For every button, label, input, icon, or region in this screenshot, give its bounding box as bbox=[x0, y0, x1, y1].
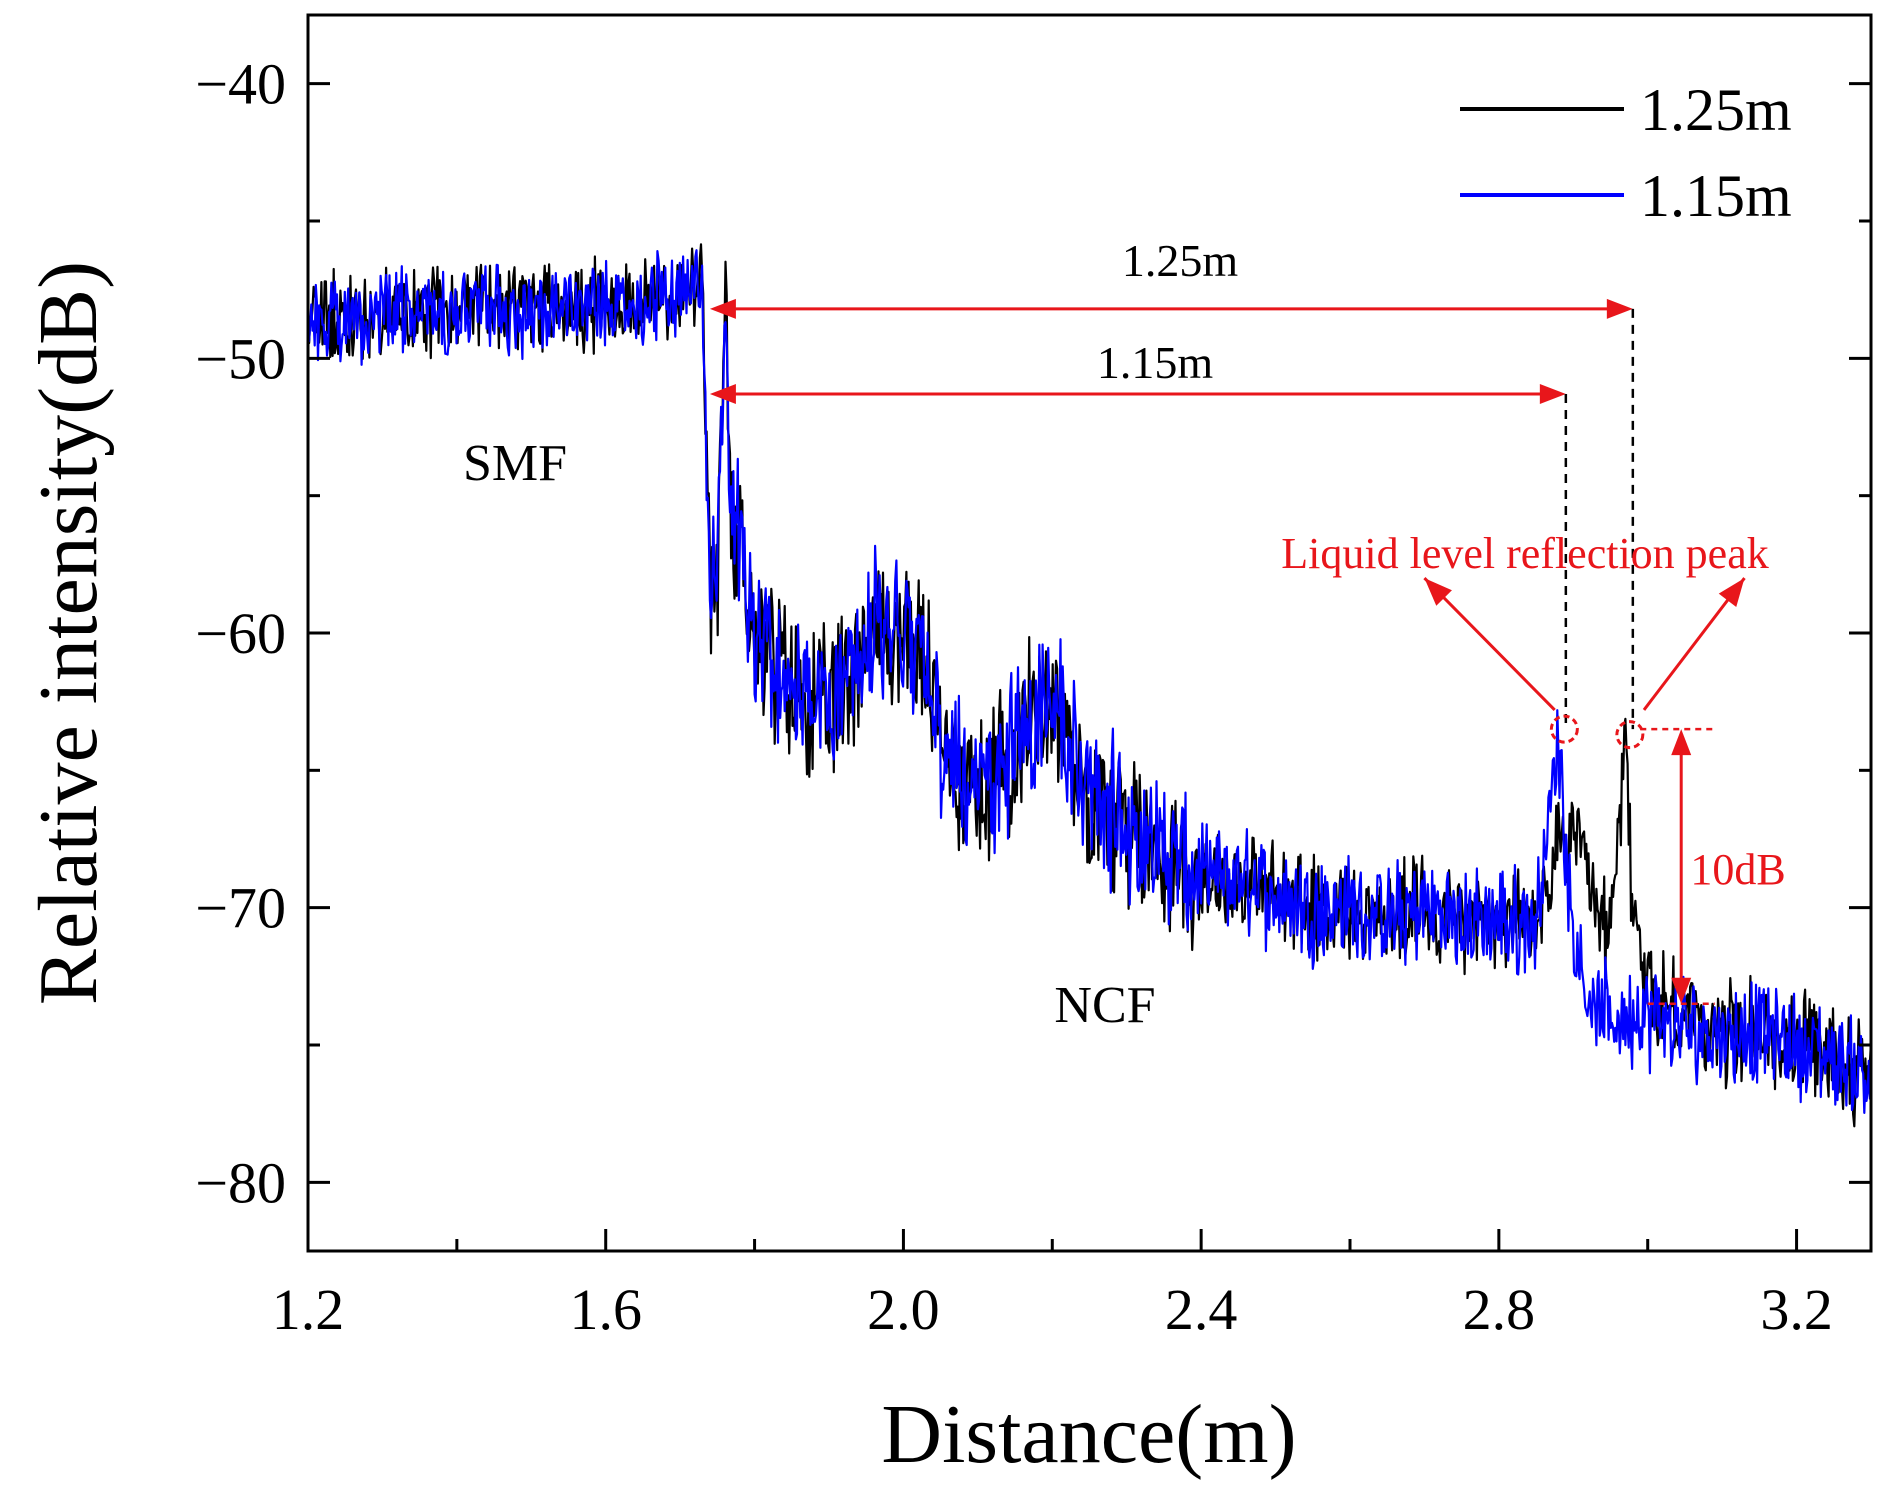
ncf-label: NCF bbox=[1054, 977, 1155, 1034]
annotation-layer bbox=[709, 298, 1746, 1006]
x-tick-label: 2.4 bbox=[1165, 1277, 1238, 1342]
legend: 1.25m 1.15m bbox=[1460, 77, 1792, 229]
x-tick-label: 2.0 bbox=[867, 1277, 940, 1342]
peak-label: Liquid level reflection peak bbox=[1281, 529, 1768, 578]
peak-circle-1.25m bbox=[1615, 720, 1645, 750]
x-tick-label: 3.2 bbox=[1760, 1277, 1833, 1342]
delta-arrow-head-top bbox=[1671, 729, 1692, 756]
y-tick-label: −80 bbox=[195, 1150, 286, 1215]
y-axis-title: Relative intensity(dB) bbox=[22, 261, 115, 1005]
measure-arrow-long-head-right bbox=[1606, 298, 1633, 319]
legend-label-1.15m: 1.15m bbox=[1640, 163, 1792, 229]
x-axis-title: Distance(m) bbox=[881, 1388, 1296, 1481]
y-tick-label: −40 bbox=[195, 52, 286, 117]
smf-label: SMF bbox=[463, 435, 567, 492]
delta-label: 10dB bbox=[1690, 845, 1785, 894]
y-tick-label: −70 bbox=[195, 876, 286, 941]
delta-arrow-head-bottom bbox=[1671, 977, 1692, 1004]
x-tick-label: 1.2 bbox=[272, 1277, 345, 1342]
measure-arrow-short-head-right bbox=[1539, 384, 1566, 405]
y-tick-label: −60 bbox=[195, 601, 286, 666]
series-layer bbox=[308, 243, 1871, 1128]
measure-arrow-long-head-left bbox=[709, 298, 736, 319]
plot-frame bbox=[306, 13, 1873, 1253]
peak-pointer-left-shaft bbox=[1423, 577, 1556, 711]
x-tick-label: 1.6 bbox=[569, 1277, 642, 1342]
measure-arrow-short-head-left bbox=[709, 384, 736, 405]
series-line-1.15m bbox=[308, 249, 1871, 1115]
peak-pointer-right-head bbox=[1718, 578, 1745, 608]
y-tick-label: −50 bbox=[195, 326, 286, 391]
x-tick-label: 2.8 bbox=[1463, 1277, 1536, 1342]
measure-label-long: 1.25m bbox=[1122, 235, 1239, 286]
peak-pointer-left-head bbox=[1424, 578, 1452, 606]
ticks-layer: 1.2 1.6 2.0 2.4 2.8 3.2 −40 −50 −60 −70 −80 bbox=[195, 52, 1871, 1342]
peak-circle-1.15m bbox=[1549, 714, 1579, 744]
legend-label-1.25m: 1.25m bbox=[1640, 77, 1792, 143]
measure-label-short: 1.15m bbox=[1097, 337, 1214, 388]
